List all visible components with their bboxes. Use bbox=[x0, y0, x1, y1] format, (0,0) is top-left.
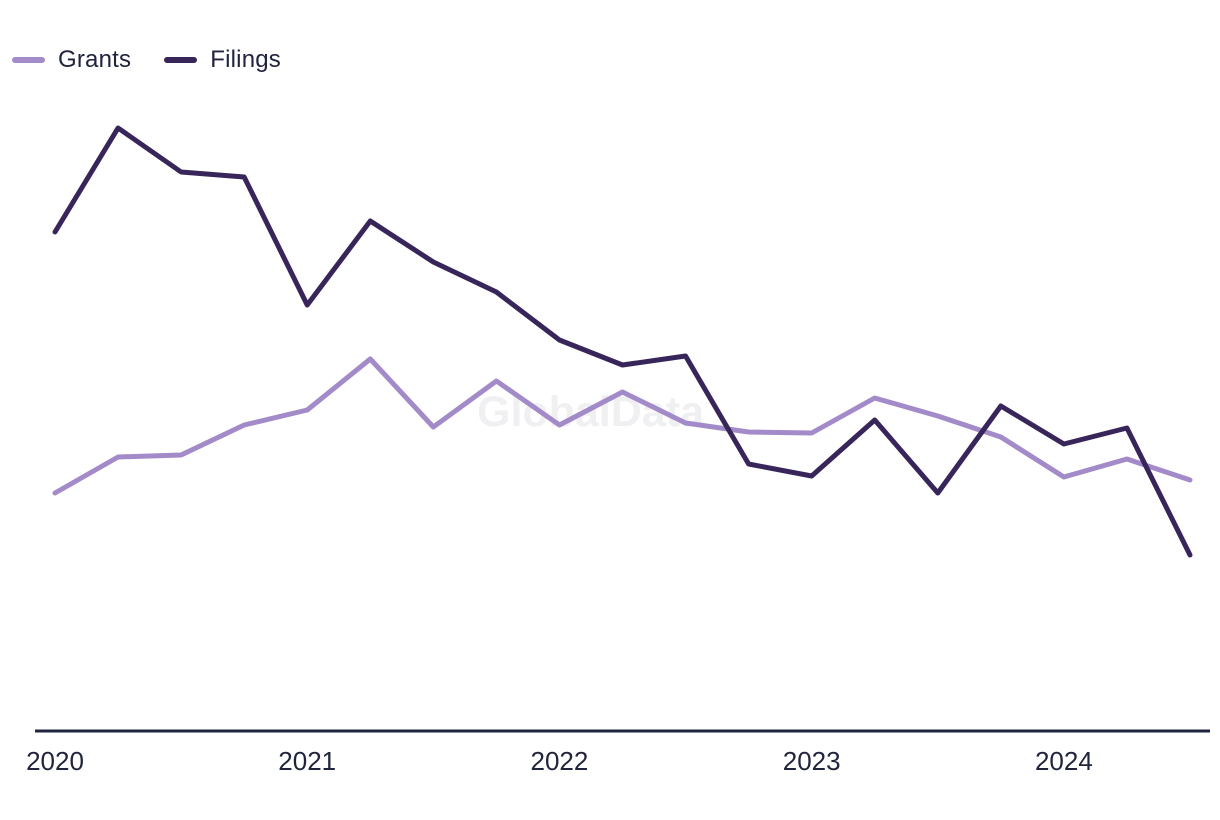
filings-swatch-icon bbox=[164, 57, 198, 63]
x-axis-label-2022: 2022 bbox=[531, 746, 589, 776]
filings-line[interactable] bbox=[52, 125, 1193, 558]
x-axis-label-2023: 2023 bbox=[783, 746, 841, 776]
legend-label-filings: Filings bbox=[210, 46, 281, 73]
x-axis-label-2021: 2021 bbox=[278, 746, 336, 776]
legend-label-grants: Grants bbox=[58, 46, 132, 73]
grants-line[interactable] bbox=[52, 356, 1193, 496]
grants-swatch-icon bbox=[12, 57, 45, 63]
chart-legend: Grants Filings bbox=[12, 46, 281, 74]
legend-item-grants[interactable]: Grants bbox=[12, 46, 131, 74]
x-axis-label-2020: 2020 bbox=[26, 746, 84, 776]
legend-item-filings[interactable]: Filings bbox=[164, 46, 281, 74]
x-axis-label-2024: 2024 bbox=[1035, 746, 1093, 776]
